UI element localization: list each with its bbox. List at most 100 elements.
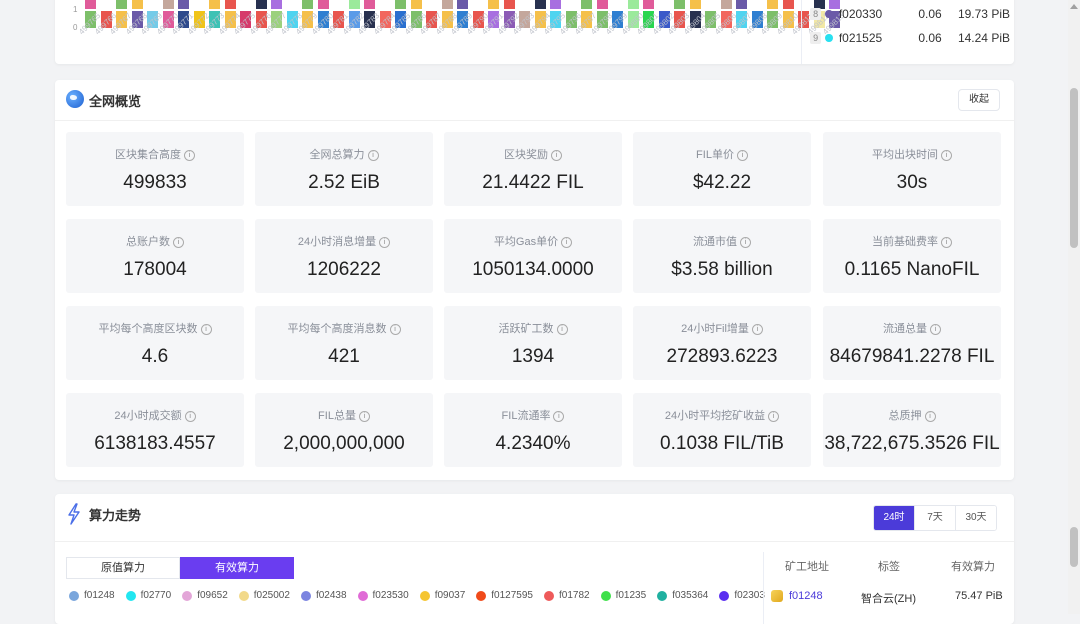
block-bar[interactable] [131,11,143,28]
block-bar-top[interactable] [550,0,561,9]
block-bar-top[interactable] [395,0,406,9]
block-bar[interactable] [317,11,329,28]
block-bar[interactable] [612,11,623,28]
block-bar-top[interactable] [581,0,592,9]
block-bar-top[interactable] [209,0,220,9]
block-bar[interactable] [720,11,732,28]
block-bar-top[interactable] [503,0,515,9]
miner-id[interactable]: f021525 [838,31,883,45]
block-bar[interactable] [178,11,189,28]
block-bar[interactable] [658,11,670,28]
block-bar[interactable] [565,11,577,28]
block-bar[interactable] [767,11,778,28]
block-bar-top[interactable] [829,0,840,9]
tab-30d[interactable]: 30天 [955,506,996,530]
block-bar[interactable] [550,11,561,28]
block-bar-top[interactable] [410,0,422,9]
info-icon[interactable]: i [941,236,952,248]
raw-power-toggle[interactable]: 原值算力 [66,557,180,579]
block-bar[interactable] [147,11,158,28]
info-icon[interactable]: i [924,410,936,422]
legend-item[interactable]: f02438 [300,590,347,601]
block-bar-top[interactable] [720,0,732,9]
ranking-row[interactable]: 8 f020330 0.06 19.73 PiB [810,4,1010,24]
block-bar-top[interactable] [596,0,608,9]
block-bar[interactable] [674,11,685,28]
block-bar[interactable] [643,11,654,28]
block-bar-top[interactable] [85,0,96,9]
block-bar-top[interactable] [782,0,794,9]
block-bar[interactable] [410,11,422,28]
scroll-up-arrow-icon[interactable] [1070,4,1078,9]
block-bar-top[interactable] [317,0,329,9]
info-icon[interactable]: i [358,410,370,422]
block-bar-top[interactable] [441,0,453,9]
block-bar-top[interactable] [178,0,189,9]
info-icon[interactable]: i [768,410,780,422]
block-bar[interactable] [426,11,437,28]
block-bar[interactable] [395,11,406,28]
block-bar[interactable] [348,11,360,28]
block-bar-top[interactable] [457,0,468,9]
effective-power-toggle[interactable]: 有效算力 [180,557,294,579]
block-bar[interactable] [240,11,251,28]
info-icon[interactable]: i [200,323,212,335]
legend-item[interactable]: f035364 [657,590,708,601]
legend-item[interactable]: f01235 [600,590,646,601]
scroll-thumb-inner[interactable] [1070,527,1078,567]
info-icon[interactable]: i [553,410,565,422]
legend-item[interactable]: f0127595 [476,590,533,601]
collapse-button[interactable]: 收起 [958,89,1000,111]
block-bar[interactable] [224,11,236,28]
info-icon[interactable]: i [556,323,568,335]
block-bar[interactable] [705,11,716,28]
block-bar[interactable] [627,11,639,28]
info-icon[interactable]: i [379,236,391,248]
block-bar[interactable] [379,11,391,28]
block-bar[interactable] [798,11,809,28]
block-bar[interactable] [193,11,205,28]
block-bar-top[interactable] [627,0,639,9]
block-bar-top[interactable] [488,0,499,9]
block-bar[interactable] [751,11,763,28]
block-bar[interactable] [441,11,453,28]
block-bar[interactable] [488,11,499,28]
block-bar[interactable] [286,11,298,28]
block-bar[interactable] [503,11,515,28]
block-bar[interactable] [100,11,112,28]
block-bar-top[interactable] [271,0,282,9]
block-bar-top[interactable] [131,0,143,9]
block-bar[interactable] [364,11,375,28]
block-bar[interactable] [472,11,484,28]
info-icon[interactable]: i [367,149,379,161]
info-icon[interactable]: i [551,149,562,161]
page-scrollbar[interactable] [1068,0,1080,614]
block-bar-top[interactable] [767,0,778,9]
info-icon[interactable]: i [184,149,195,161]
block-bar-top[interactable] [224,0,236,9]
info-icon[interactable]: i [736,149,748,161]
scroll-thumb[interactable] [1070,88,1078,248]
ranking-row[interactable]: 9 f021525 0.06 14.24 PiB [810,28,1010,48]
block-bar-top[interactable] [302,0,313,9]
block-bar-top[interactable] [364,0,375,9]
block-bar[interactable] [255,11,267,28]
block-bar[interactable] [333,11,344,28]
block-bar-top[interactable] [689,0,701,9]
block-bar-top[interactable] [643,0,654,9]
legend-item[interactable]: f01782 [544,590,590,601]
block-bar[interactable] [519,11,530,28]
legend-item[interactable]: f025002 [238,590,290,601]
block-bar-top[interactable] [813,0,825,9]
tab-24h[interactable]: 24时 [874,506,914,530]
legend-item[interactable]: f09652 [182,590,228,601]
info-icon[interactable]: i [173,236,184,248]
block-bar[interactable] [209,11,220,28]
legend-item[interactable]: f02303 [719,590,765,601]
miner-id-link[interactable]: f01248 [789,590,823,602]
block-bar[interactable] [581,11,592,28]
info-icon[interactable]: i [389,323,401,335]
block-bar-top[interactable] [534,0,546,9]
legend-item[interactable]: f01248 [69,590,115,601]
block-bar[interactable] [271,11,282,28]
